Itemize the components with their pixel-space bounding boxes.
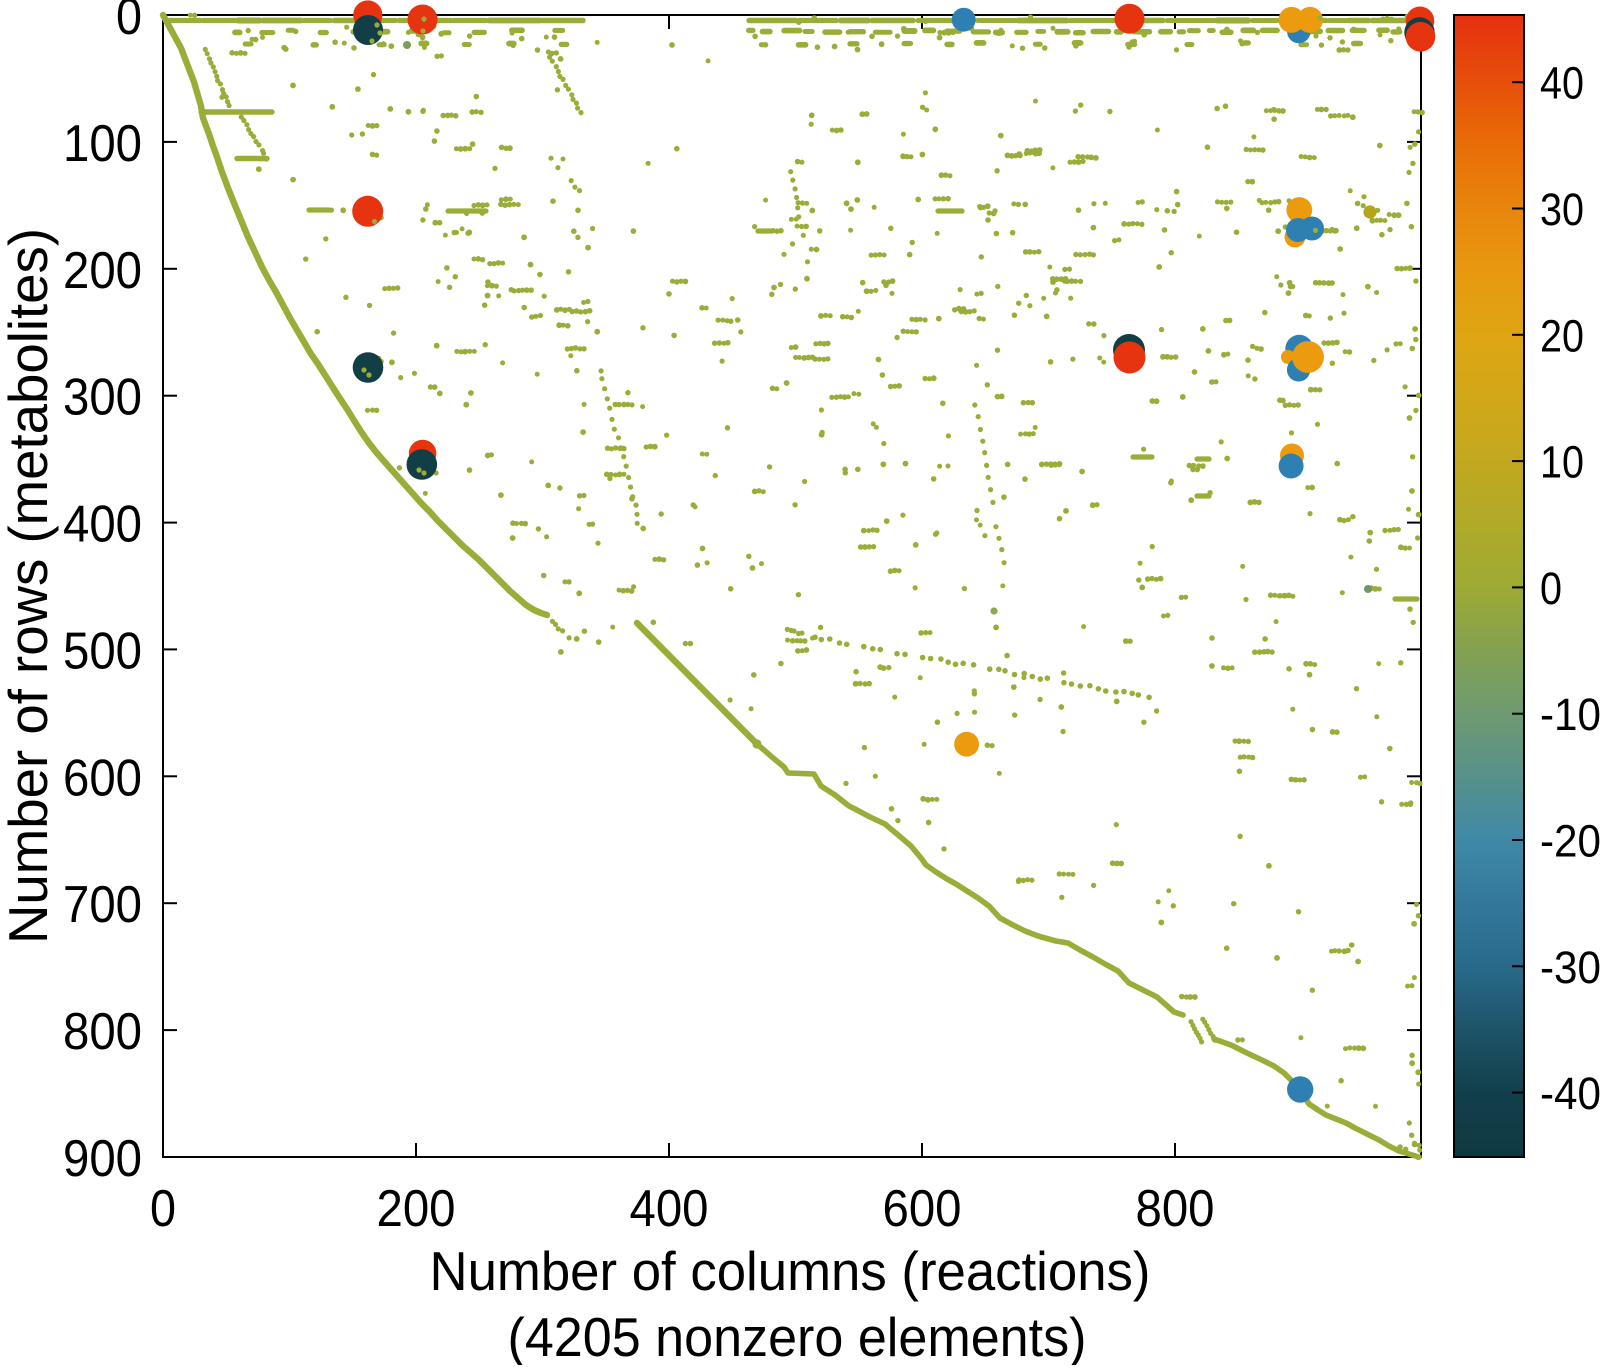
svg-text:200: 200 — [377, 1180, 456, 1238]
svg-text:600: 600 — [63, 749, 142, 807]
svg-text:100: 100 — [63, 115, 142, 173]
svg-text:10: 10 — [1540, 437, 1584, 488]
svg-text:700: 700 — [63, 876, 142, 934]
svg-text:(4205 nonzero elements): (4205 nonzero elements) — [508, 1306, 1087, 1365]
svg-text:800: 800 — [63, 1003, 142, 1061]
svg-text:40: 40 — [1540, 58, 1584, 109]
svg-text:-10: -10 — [1540, 689, 1601, 740]
svg-text:400: 400 — [630, 1180, 709, 1238]
svg-text:-40: -40 — [1540, 1068, 1601, 1119]
svg-text:900: 900 — [63, 1130, 142, 1188]
svg-text:600: 600 — [883, 1180, 962, 1238]
svg-text:500: 500 — [63, 622, 142, 680]
svg-text:-30: -30 — [1540, 942, 1601, 993]
svg-text:Number of columns (reactions): Number of columns (reactions) — [430, 1240, 1151, 1302]
svg-text:Number of rows (metabolites): Number of rows (metabolites) — [0, 228, 59, 944]
svg-text:300: 300 — [63, 369, 142, 427]
svg-text:0: 0 — [150, 1180, 176, 1238]
svg-text:20: 20 — [1540, 310, 1584, 361]
svg-text:30: 30 — [1540, 184, 1584, 235]
svg-text:0: 0 — [116, 0, 142, 46]
svg-text:-20: -20 — [1540, 816, 1601, 867]
svg-text:800: 800 — [1136, 1180, 1215, 1238]
svg-text:400: 400 — [63, 496, 142, 554]
svg-text:200: 200 — [63, 242, 142, 300]
svg-text:0: 0 — [1540, 563, 1562, 614]
